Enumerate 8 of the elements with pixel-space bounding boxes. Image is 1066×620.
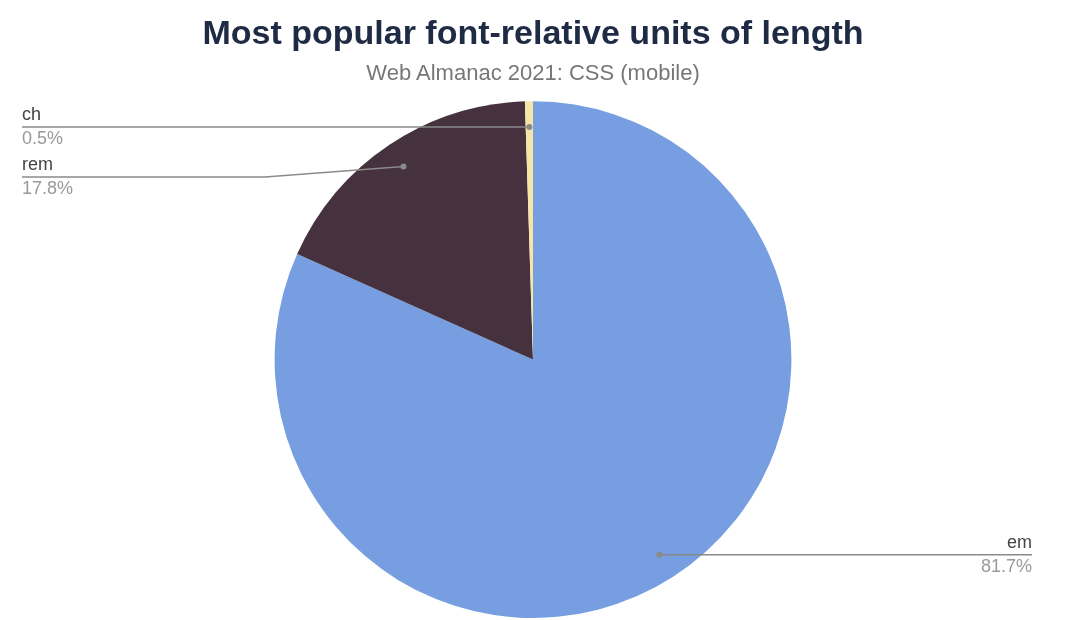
chart-subtitle: Web Almanac 2021: CSS (mobile) bbox=[366, 60, 700, 86]
data-label: 81.7% bbox=[980, 555, 1032, 576]
slice-label: em bbox=[1006, 531, 1032, 552]
data-label: 0.5% bbox=[22, 128, 64, 149]
chart-title: Most popular font-relative units of length bbox=[202, 12, 864, 51]
slice-label: ch bbox=[22, 104, 42, 125]
data-label: 17.8% bbox=[22, 178, 74, 199]
slice-label: rem bbox=[22, 154, 53, 175]
